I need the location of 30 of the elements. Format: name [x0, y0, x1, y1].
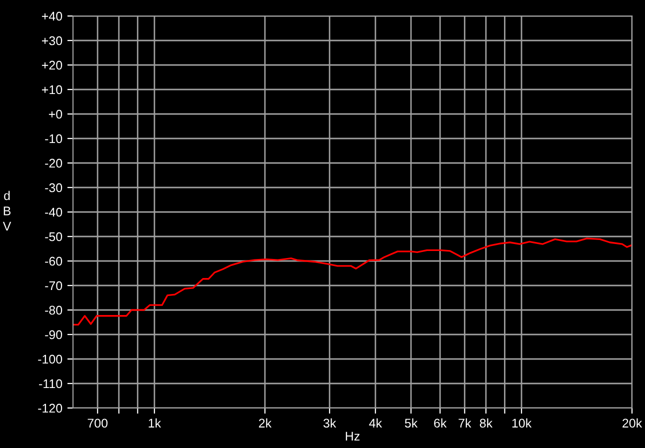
y-tick-label: +20 — [42, 60, 62, 70]
y-tick-label: -110 — [39, 379, 62, 388]
y-tick-label: +30 — [42, 36, 62, 46]
y-tick-label: -90 — [45, 330, 62, 340]
x-tick-label: 4k — [369, 418, 382, 428]
x-tick-label: 2k — [258, 418, 272, 428]
y-tick-label: +0 — [48, 110, 62, 119]
y-tick-label: -100 — [38, 354, 62, 364]
y-axis-title: dBV — [2, 190, 12, 231]
y-tick-label: -120 — [38, 404, 62, 413]
y-tick-label: -70 — [45, 281, 62, 290]
x-tick-label: 20k — [622, 418, 642, 428]
y-tick-label: +10 — [42, 85, 62, 94]
x-tick-label: 10k — [512, 418, 532, 428]
x-tick-label: 7k — [458, 418, 472, 428]
x-tick-label: 5k — [404, 418, 418, 428]
x-tick-label: 8k — [480, 418, 493, 428]
x-tick-label: 700 — [88, 418, 108, 428]
x-tick-label: 6k — [434, 418, 447, 428]
x-tick-label: 3k — [323, 418, 336, 428]
y-tick-label: -80 — [45, 306, 62, 315]
y-tick-label: -40 — [45, 208, 62, 217]
y-tick-label: -20 — [45, 158, 62, 168]
y-tick-label: +40 — [42, 12, 62, 21]
y-tick-label: -50 — [45, 232, 62, 242]
y-tick-label: -60 — [45, 256, 62, 266]
y-tick-label: -10 — [45, 134, 62, 144]
x-axis-title: Hz — [346, 432, 360, 441]
y-tick-label: -30 — [45, 183, 62, 192]
x-tick-label: 1k — [148, 418, 162, 428]
